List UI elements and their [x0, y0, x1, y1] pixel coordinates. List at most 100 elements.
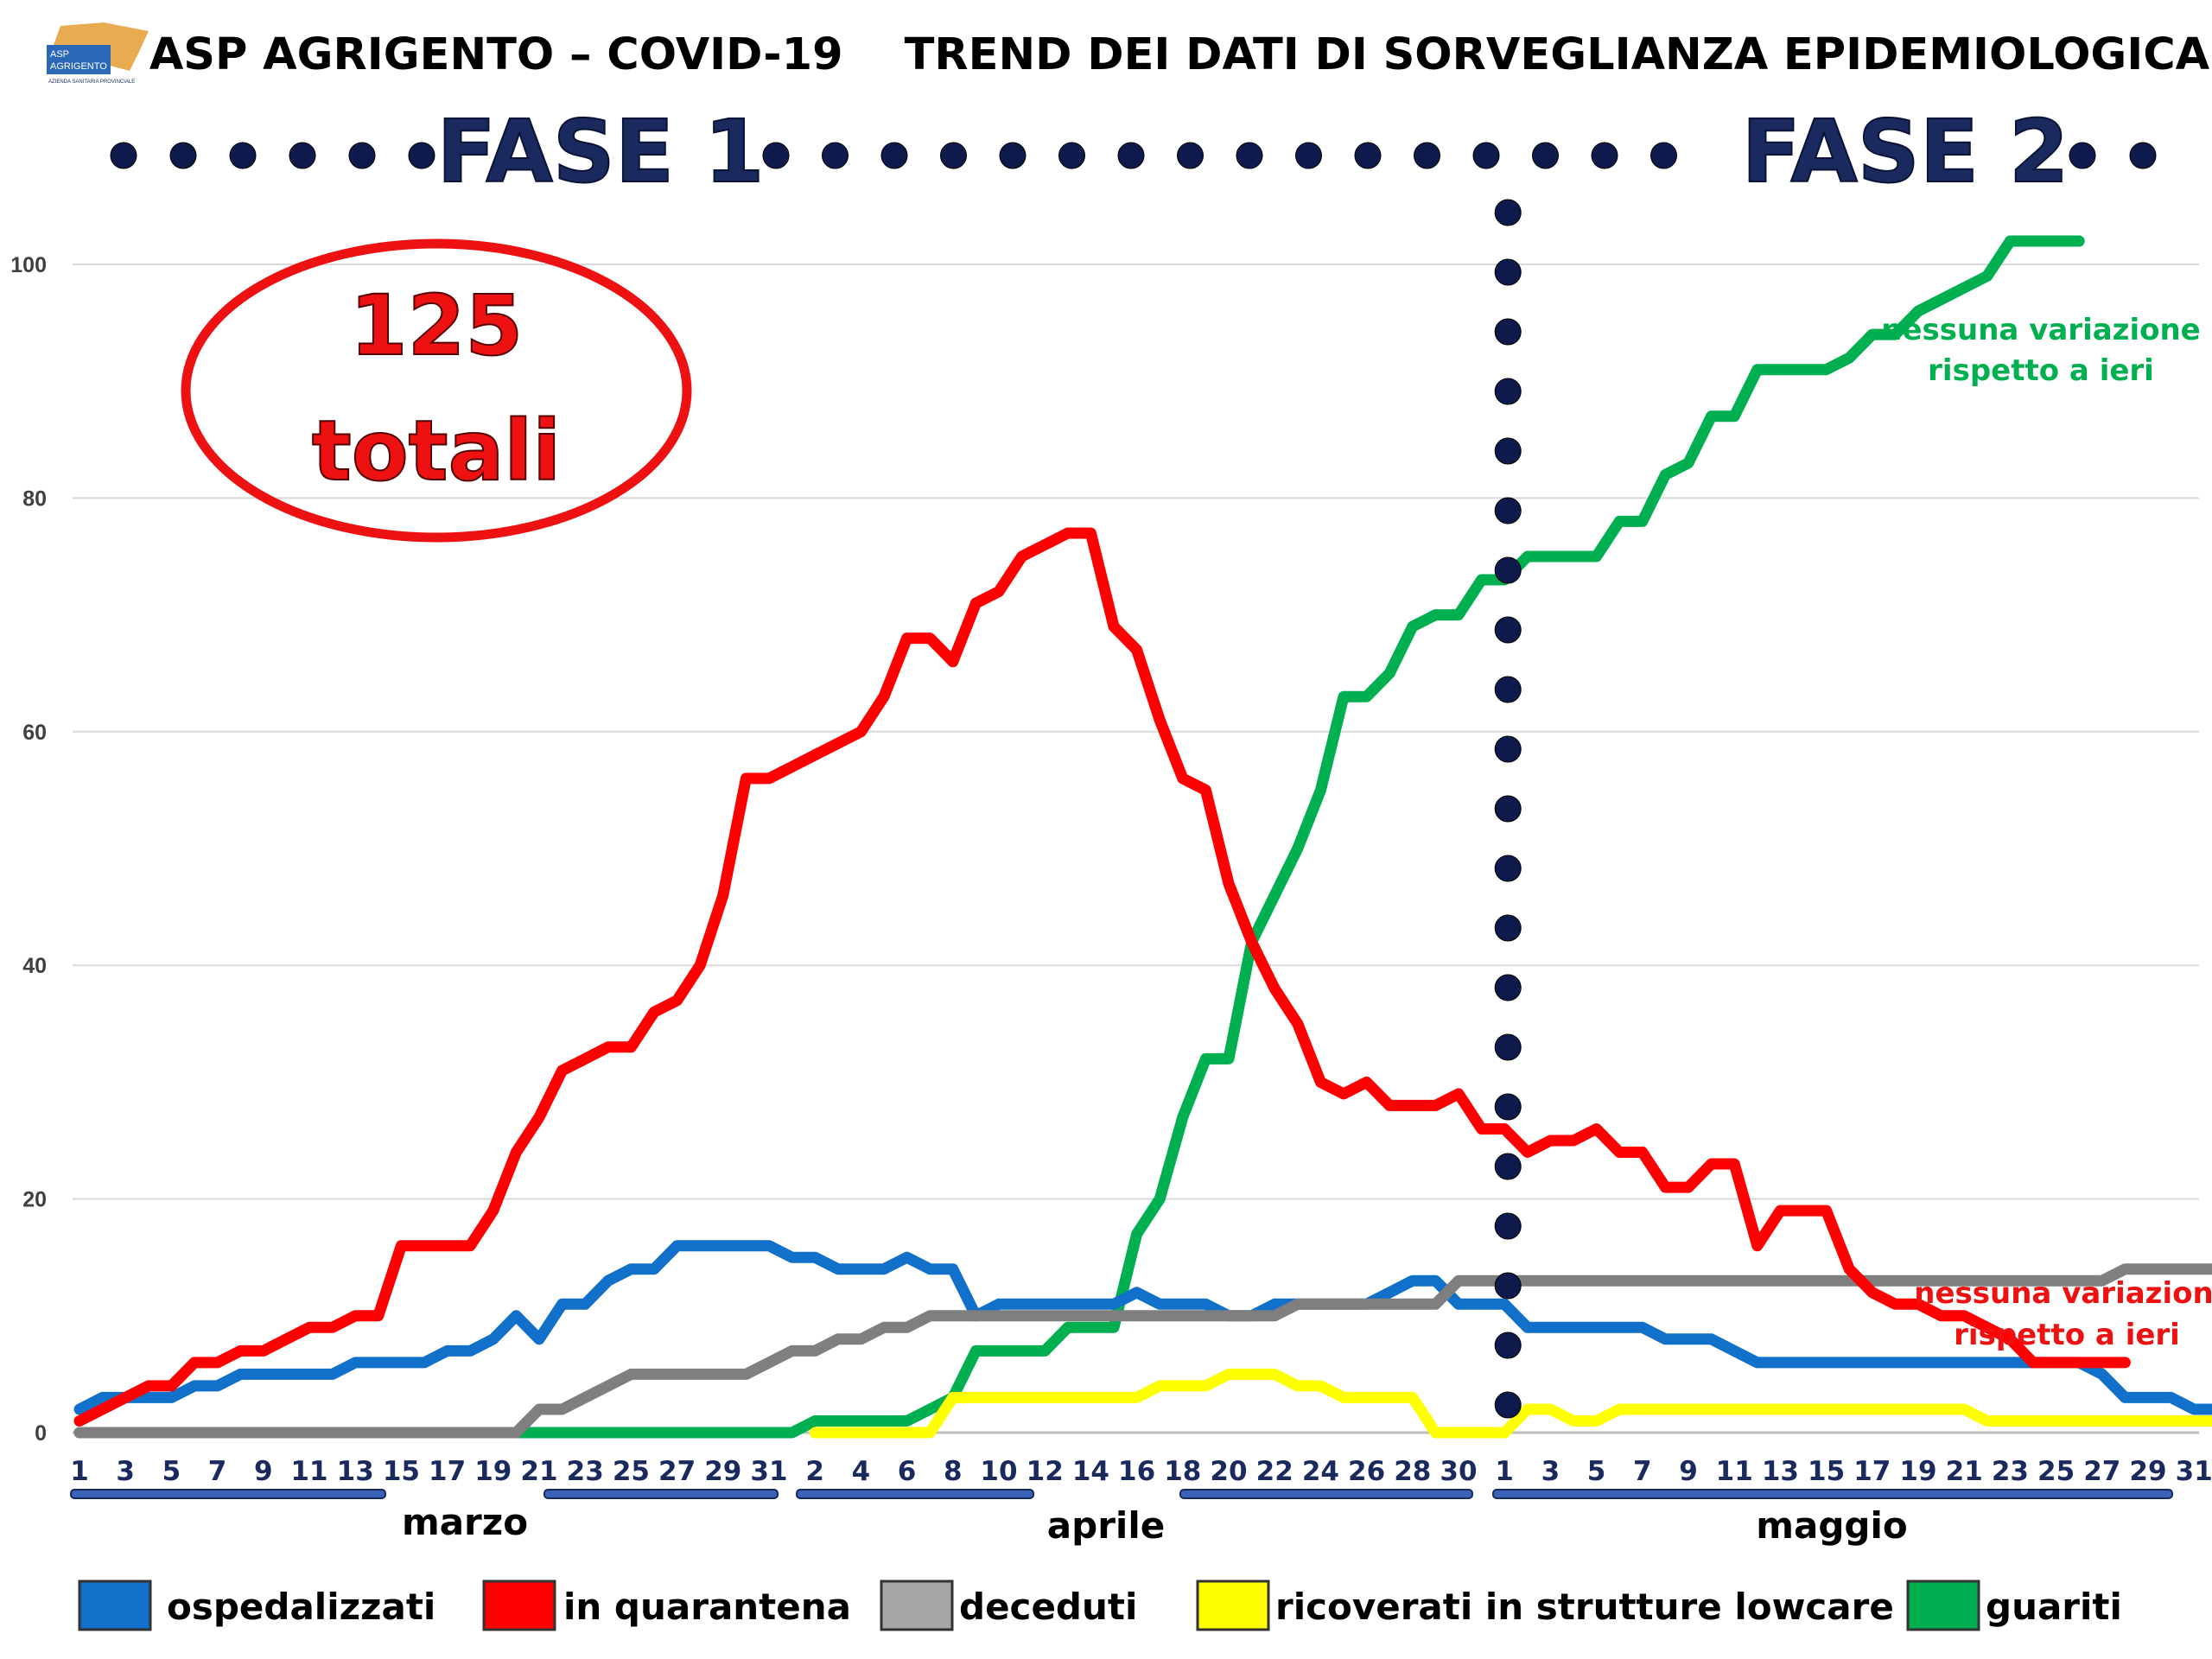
phase-dot	[110, 142, 137, 169]
legend-label-ricoverati: ricoverati in strutture lowcare	[1275, 1586, 1894, 1628]
legend: ospedalizzati in quarantena deceduti ric…	[78, 1580, 2122, 1631]
series-line-ospedalizzati	[73, 1240, 2212, 1415]
x-tick-label: 17	[1853, 1456, 1891, 1487]
x-tick-label: 21	[520, 1456, 557, 1487]
phase-dot	[1650, 142, 1677, 169]
phase-separator	[1494, 199, 1522, 1419]
x-tick-label: 19	[1899, 1456, 1936, 1487]
legend-label-in-quarantena: in quarantena	[563, 1586, 851, 1628]
x-tick-label: 29	[704, 1456, 741, 1487]
legend-label-ospedalizzati: ospedalizzati	[167, 1586, 435, 1628]
x-tick-label: 5	[162, 1456, 181, 1487]
x-tick-label: 9	[254, 1456, 273, 1487]
y-tick-label: 60	[22, 721, 47, 745]
x-tick-label: 19	[474, 1456, 512, 1487]
total-label: totali	[312, 403, 561, 499]
separator-dot	[1494, 855, 1522, 882]
x-tick-label: 15	[1808, 1456, 1845, 1487]
x-tick-label: 22	[1256, 1456, 1294, 1487]
x-tick-label: 3	[1541, 1456, 1560, 1487]
separator-dot	[1494, 199, 1522, 226]
x-tick-label: 10	[980, 1456, 1017, 1487]
x-tick-label: 1	[70, 1456, 89, 1487]
phase-dot	[1472, 142, 1500, 169]
phase-dot	[2069, 142, 2096, 169]
x-tick-label: 2	[805, 1456, 824, 1487]
x-tick-label: 31	[750, 1456, 787, 1487]
logo-line-3: AZIENDA SANITARIA PROVINCIALE	[48, 79, 135, 85]
phase-dot	[880, 142, 908, 169]
x-tick-label: 18	[1164, 1456, 1201, 1487]
x-tick-label: 4	[852, 1456, 871, 1487]
separator-dot	[1494, 676, 1522, 703]
total-number: 125	[350, 277, 523, 374]
x-tick-label: 7	[208, 1456, 227, 1487]
y-tick-label: 0	[35, 1421, 47, 1446]
red-note-line-2: rispetto a ieri	[1954, 1318, 2180, 1352]
y-tick-label: 40	[22, 954, 47, 978]
x-tick-label: 7	[1633, 1456, 1652, 1487]
x-tick-label: 15	[383, 1456, 420, 1487]
separator-dot	[1494, 1033, 1522, 1061]
separator-dot	[1494, 437, 1522, 465]
y-tick-label: 80	[22, 486, 47, 511]
phase-dot	[229, 142, 257, 169]
separator-dot	[1494, 1153, 1522, 1180]
separator-dot	[1494, 914, 1522, 942]
phase-dot	[762, 142, 790, 169]
legend-swatch-in-quarantena	[482, 1580, 556, 1631]
legend-label-deceduti: deceduti	[959, 1586, 1137, 1628]
separator-dot	[1494, 795, 1522, 823]
y-axis: 0 20 40 60 80 100	[10, 253, 47, 1446]
phase-dot	[1295, 142, 1322, 169]
separator-dot	[1494, 378, 1522, 405]
phase-dot	[940, 142, 967, 169]
x-tick-label: 8	[944, 1456, 963, 1487]
separator-dot	[1494, 258, 1522, 286]
x-tick-label: 13	[1762, 1456, 1799, 1487]
phase-dot	[1058, 142, 1085, 169]
month-bars	[70, 1489, 2173, 1499]
month-label-marzo: marzo	[402, 1501, 528, 1543]
separator-dot	[1494, 1093, 1522, 1121]
separator-dot	[1494, 1212, 1522, 1240]
legend-swatch-deceduti	[880, 1580, 954, 1631]
phase-dot	[1236, 142, 1263, 169]
phase-dot	[822, 142, 849, 169]
red-note-line-1: nessuna variazione	[1914, 1276, 2212, 1311]
x-tick-label: 30	[1440, 1456, 1477, 1487]
page-title: ASP AGRIGENTO – COVID-19 TREND DEI DATI …	[149, 29, 2210, 80]
phase-dot	[1177, 142, 1204, 169]
x-tick-label: 5	[1587, 1456, 1606, 1487]
series-line-in-quarantena	[73, 527, 2131, 1427]
phase-dot	[169, 142, 197, 169]
x-tick-label: 21	[1946, 1456, 1983, 1487]
logo-line-1: ASP	[50, 49, 69, 60]
legend-swatch-ospedalizzati	[78, 1580, 152, 1631]
legend-swatch-ricoverati	[1196, 1580, 1270, 1631]
phase-dot	[348, 142, 376, 169]
x-tick-label: 1	[1495, 1456, 1514, 1487]
phase-dot	[408, 142, 435, 169]
x-tick-label: 29	[2129, 1456, 2166, 1487]
phase-dot	[1354, 142, 1382, 169]
phase-dotted-line	[110, 142, 2157, 169]
separator-dot	[1494, 556, 1522, 584]
phase-dot	[2129, 142, 2157, 169]
x-tick-label: 11	[290, 1456, 327, 1487]
x-tick-label: 25	[2037, 1456, 2075, 1487]
total-badge: 125 totali	[181, 238, 692, 543]
x-tick-label: 20	[1210, 1456, 1247, 1487]
separator-dot	[1494, 1391, 1522, 1419]
phase-dot	[999, 142, 1027, 169]
x-tick-label: 13	[337, 1456, 374, 1487]
separator-dot	[1494, 318, 1522, 346]
separator-dot	[1494, 1272, 1522, 1300]
separator-dot	[1494, 974, 1522, 1001]
phase-dot	[1117, 142, 1145, 169]
x-tick-label: 27	[2083, 1456, 2120, 1487]
phase-dot	[1532, 142, 1559, 169]
phase-dot	[1414, 142, 1440, 169]
asp-logo: ASP AGRIGENTO AZIENDA SANITARIA PROVINCI…	[45, 21, 154, 85]
